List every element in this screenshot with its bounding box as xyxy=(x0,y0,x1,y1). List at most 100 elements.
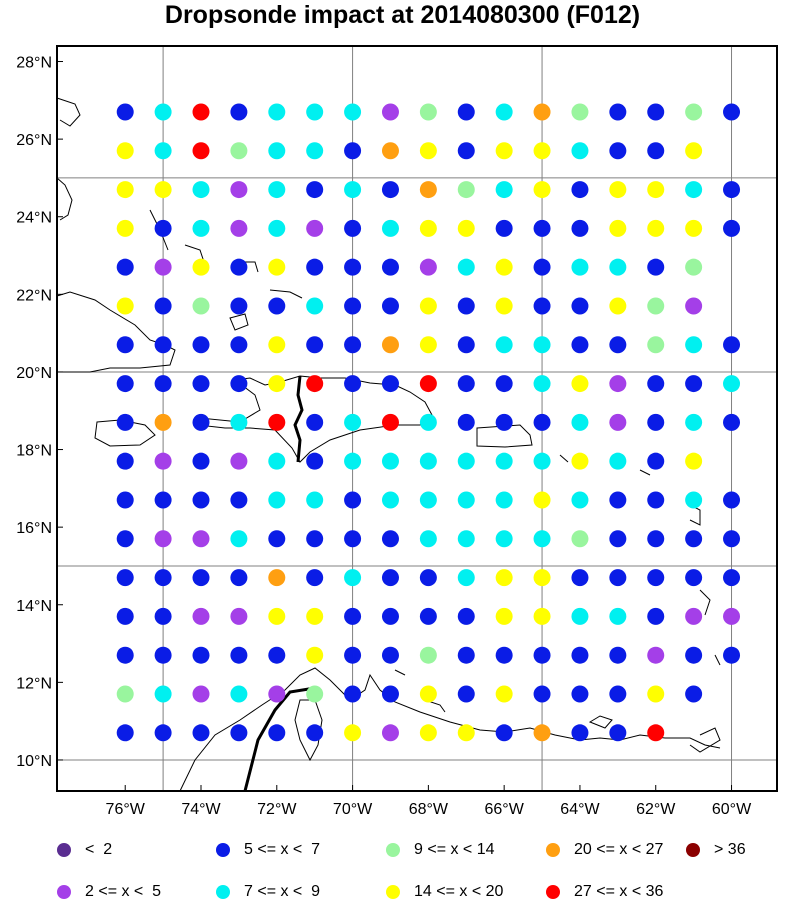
impact-point xyxy=(685,646,703,664)
lat-label: 18°N xyxy=(16,443,52,460)
impact-point xyxy=(230,375,248,393)
impact-point xyxy=(495,297,513,315)
impact-point xyxy=(306,413,324,431)
impact-point xyxy=(495,452,513,470)
impact-point xyxy=(609,103,627,121)
impact-point xyxy=(723,413,741,431)
impact-point xyxy=(647,336,665,354)
impact-point xyxy=(268,646,286,664)
impact-point xyxy=(230,607,248,625)
impact-point xyxy=(116,297,134,315)
impact-point xyxy=(306,685,324,703)
impact-point xyxy=(647,375,665,393)
legend-label: 14 <= x < 20 xyxy=(414,883,504,900)
impact-point xyxy=(647,258,665,276)
impact-point xyxy=(230,219,248,237)
lon-label: 66°W xyxy=(485,801,525,818)
impact-point xyxy=(723,607,741,625)
impact-point xyxy=(306,569,324,587)
impact-point xyxy=(495,258,513,276)
impact-point xyxy=(609,569,627,587)
impact-point xyxy=(457,142,475,160)
impact-point xyxy=(268,685,286,703)
impact-point xyxy=(306,142,324,160)
impact-point xyxy=(571,258,589,276)
impact-point xyxy=(268,452,286,470)
impact-point xyxy=(381,646,399,664)
impact-point xyxy=(192,491,210,509)
impact-point xyxy=(723,375,741,393)
impact-point xyxy=(571,724,589,742)
impact-point xyxy=(154,724,172,742)
impact-point xyxy=(457,297,475,315)
impact-point xyxy=(723,530,741,548)
impact-point xyxy=(116,142,134,160)
coastline xyxy=(269,289,303,299)
impact-point xyxy=(533,297,551,315)
coastline xyxy=(689,727,721,753)
impact-point xyxy=(306,181,324,199)
impact-point xyxy=(154,530,172,548)
impact-point xyxy=(306,646,324,664)
legend-label: < 2 xyxy=(85,841,113,858)
impact-point xyxy=(495,607,513,625)
impact-point xyxy=(647,181,665,199)
lon-label: 68°W xyxy=(409,801,449,818)
coastline xyxy=(394,669,406,676)
impact-point xyxy=(495,103,513,121)
impact-point xyxy=(306,103,324,121)
coastline xyxy=(56,177,73,221)
legend-swatch xyxy=(686,843,700,857)
impact-point xyxy=(116,375,134,393)
impact-point xyxy=(457,724,475,742)
legend-item: 27 <= x < 36 xyxy=(546,883,663,901)
impact-point xyxy=(533,375,551,393)
impact-point xyxy=(685,607,703,625)
impact-point xyxy=(571,103,589,121)
impact-point xyxy=(647,103,665,121)
impact-point xyxy=(344,375,362,393)
impact-point xyxy=(268,336,286,354)
impact-point xyxy=(685,181,703,199)
impact-point xyxy=(192,724,210,742)
impact-point xyxy=(306,297,324,315)
impact-point xyxy=(419,413,437,431)
impact-point xyxy=(154,258,172,276)
impact-point xyxy=(609,724,627,742)
impact-point xyxy=(419,219,437,237)
impact-point xyxy=(571,375,589,393)
impact-point xyxy=(495,491,513,509)
impact-point xyxy=(533,724,551,742)
impact-point xyxy=(268,103,286,121)
impact-point xyxy=(154,142,172,160)
lon-label: 64°W xyxy=(560,801,600,818)
lat-label: 14°N xyxy=(16,598,52,615)
legend-label: 7 <= x < 9 xyxy=(244,883,321,900)
coastline xyxy=(714,654,721,666)
impact-point xyxy=(571,607,589,625)
impact-point xyxy=(571,685,589,703)
impact-point xyxy=(571,413,589,431)
impact-point xyxy=(723,103,741,121)
impact-point xyxy=(419,724,437,742)
impact-point xyxy=(685,413,703,431)
impact-point xyxy=(723,646,741,664)
impact-point xyxy=(268,181,286,199)
impact-point xyxy=(647,685,665,703)
impact-point xyxy=(457,258,475,276)
legend-label: > 36 xyxy=(714,841,746,858)
impact-point xyxy=(154,219,172,237)
impact-point xyxy=(192,336,210,354)
legend-item: > 36 xyxy=(686,841,746,859)
impact-point xyxy=(457,646,475,664)
impact-point xyxy=(192,413,210,431)
impact-point xyxy=(457,219,475,237)
impact-point xyxy=(419,103,437,121)
impact-point xyxy=(344,569,362,587)
impact-point xyxy=(344,685,362,703)
legend-item: 5 <= x < 7 xyxy=(216,841,320,859)
impact-point xyxy=(647,724,665,742)
impact-point xyxy=(419,142,437,160)
impact-point xyxy=(533,491,551,509)
impact-point xyxy=(647,452,665,470)
